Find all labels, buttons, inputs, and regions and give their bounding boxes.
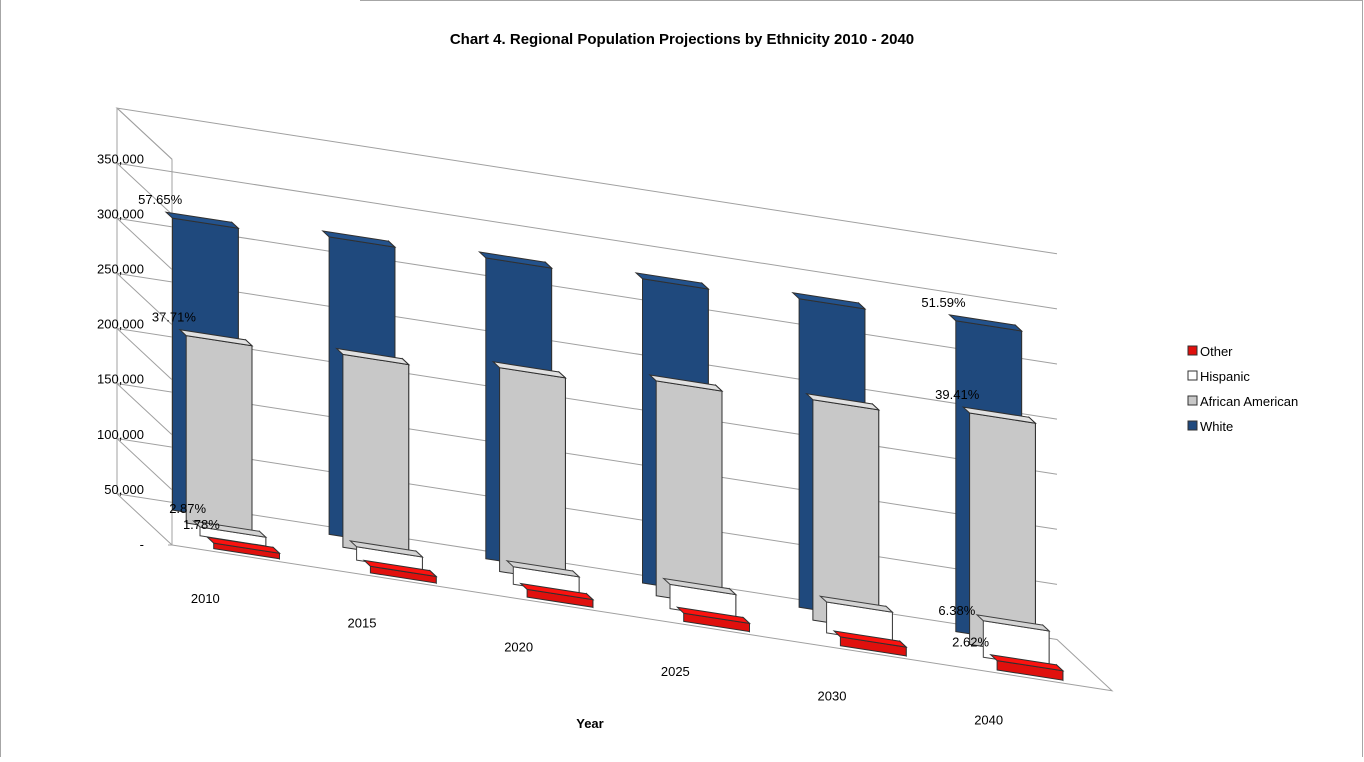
- bar-african-american-2030: [805, 393, 881, 632]
- data-label: 39.41%: [935, 387, 980, 402]
- legend: Other Hispanic African American White: [1187, 344, 1298, 434]
- y-tick-label: -: [140, 537, 144, 552]
- gridline: [115, 107, 1058, 255]
- bar-other-2025: [675, 606, 752, 633]
- x-tick-label: 2025: [661, 664, 690, 679]
- gridline: [115, 382, 1058, 530]
- bar-hispanic-2020: [505, 560, 581, 596]
- x-axis-title: Year: [576, 716, 603, 731]
- gridline: [115, 162, 1058, 310]
- y-tick-label: 50,000: [104, 482, 144, 497]
- x-tick-label: 2020: [504, 640, 533, 655]
- y-tick-label: 350,000: [97, 151, 144, 166]
- legend-item-hispanic: Hispanic: [1187, 369, 1250, 384]
- gridline: [115, 437, 1058, 585]
- bar-other-2015: [362, 559, 438, 585]
- legend-item-african-american: African American: [1187, 394, 1298, 409]
- y-tick-label: 150,000: [97, 372, 144, 387]
- bar-other-2040: [989, 653, 1065, 682]
- data-label: 2.62%: [952, 635, 989, 650]
- legend-swatch: [1187, 370, 1198, 381]
- data-label: 51.59%: [921, 295, 966, 310]
- x-tick-label: 2010: [191, 591, 220, 606]
- y-tick-label: 250,000: [97, 262, 144, 277]
- bar-other-2030: [832, 630, 908, 658]
- x-tick-label: 2030: [818, 688, 847, 703]
- legend-label: White: [1200, 419, 1233, 434]
- data-label: 6.38%: [938, 603, 975, 618]
- bar-african-american-2020: [491, 361, 567, 583]
- data-label: 37.71%: [152, 310, 197, 325]
- chart-title: Chart 4. Regional Population Projections…: [450, 31, 914, 48]
- bar-other-2020: [519, 582, 595, 609]
- legend-label: Hispanic: [1200, 369, 1250, 384]
- gridline: [115, 327, 1058, 475]
- legend-swatch: [1187, 420, 1198, 431]
- data-label: 1.78%: [183, 517, 220, 532]
- y-tick-label: 100,000: [97, 427, 144, 442]
- data-label: 2.87%: [169, 501, 206, 516]
- gridline: [115, 272, 1058, 420]
- bar-african-american-2010: [178, 328, 254, 535]
- bar-african-american-2040: [961, 406, 1037, 656]
- legend-swatch: [1187, 395, 1198, 406]
- x-tick-label: 2040: [974, 713, 1003, 728]
- legend-item-other: Other: [1187, 344, 1233, 359]
- gridline: [115, 217, 1058, 365]
- bar-african-american-2025: [648, 374, 724, 608]
- y-tick-label: 200,000: [97, 317, 144, 332]
- bar-african-american-2015: [335, 347, 411, 559]
- data-label: 57.65%: [138, 192, 183, 207]
- x-tick-label: 2015: [348, 615, 377, 630]
- y-tick-label: 300,000: [97, 206, 144, 221]
- legend-item-white: White: [1187, 419, 1233, 434]
- legend-swatch: [1187, 345, 1198, 356]
- bar-other-2010: [205, 536, 282, 560]
- legend-label: African American: [1200, 394, 1298, 409]
- legend-label: Other: [1200, 344, 1233, 359]
